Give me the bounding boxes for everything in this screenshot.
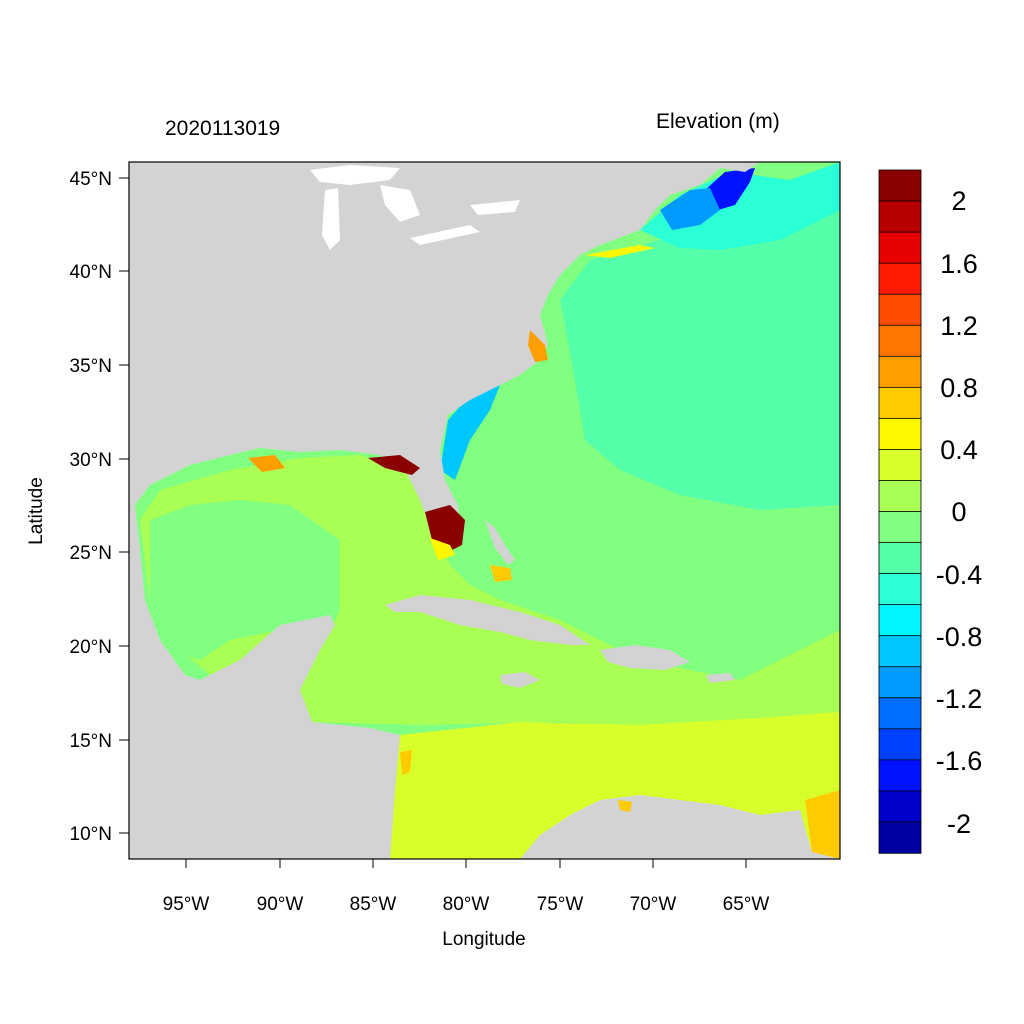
- lon-tick-label-4: 75°W: [537, 894, 584, 915]
- map-frame: [128, 161, 841, 860]
- colorbar-swatch-9: [878, 449, 922, 482]
- colorbar-swatch-3: [878, 262, 922, 295]
- colorbar-label-2: 1.2: [940, 311, 978, 341]
- lat-tick-label-3: 30°N: [70, 450, 112, 471]
- longitude-axis: 95°W 90°W 85°W 80°W 75°W 70°W 65°W: [163, 859, 770, 915]
- southeast-coast-zone: [440, 385, 500, 480]
- colorbar-swatch-8: [878, 417, 922, 451]
- colorbar-swatch-1: [878, 200, 922, 233]
- colorbar-labels: 2 1.6 1.2 0.8 0.4 0 -0.4 -0.8 -1.2 -1.6 …: [936, 186, 983, 839]
- cuba-land: [385, 595, 590, 645]
- colorbar-swatch-16: [878, 666, 922, 699]
- colorbar-label-8: -1.2: [936, 684, 983, 714]
- colorbar-swatch-12: [878, 542, 922, 575]
- colorbar-label-0: 2: [951, 186, 966, 216]
- bay-of-fundy-zone: [705, 168, 755, 210]
- colorbar-label-4: 0.4: [940, 435, 978, 465]
- lon-tick-label-0: 95°W: [163, 894, 210, 915]
- colorbar-swatch-14: [878, 604, 922, 637]
- lat-tick-label-0: 45°N: [70, 169, 112, 190]
- jamaica-land: [500, 672, 540, 688]
- lon-tick-label-5: 70°W: [630, 894, 677, 915]
- lon-tick-label-3: 80°W: [443, 894, 490, 915]
- south-america-land: [520, 795, 840, 859]
- x-axis-title: Longitude: [442, 929, 525, 950]
- colorbar-label-7: -0.8: [936, 622, 983, 652]
- lon-tick-label-1: 90°W: [257, 894, 304, 915]
- colorbar-swatch-4: [878, 293, 922, 326]
- lake-huron: [380, 185, 420, 222]
- lake-michigan: [322, 188, 340, 250]
- long-island-surge: [585, 245, 655, 258]
- lat-tick-label-1: 40°N: [70, 262, 112, 283]
- colorbar-swatch-10: [878, 480, 922, 513]
- colorbar-label-3: 0.8: [940, 373, 978, 403]
- puerto-rico-land: [706, 673, 735, 683]
- colorbar-swatch-21: [878, 821, 922, 854]
- colorbar-swatch-19: [878, 759, 922, 792]
- variable-title: Elevation (m): [656, 110, 780, 133]
- venezuela-coast-zone: [805, 790, 840, 859]
- colorbar-swatch-20: [878, 790, 922, 823]
- hispaniola-land: [600, 645, 690, 670]
- colorbar-label-9: -1.6: [936, 746, 983, 776]
- maine-shelf-zone: [660, 188, 720, 230]
- lake-erie: [410, 225, 480, 245]
- colorbar-swatch-11: [878, 511, 922, 544]
- gulf-of-maine-zone: [640, 162, 840, 250]
- big-bend-surge: [368, 455, 420, 475]
- colorbar-swatch-5: [878, 324, 922, 357]
- lon-tick-label-2: 85°W: [350, 894, 397, 915]
- colorbar-label-6: -0.4: [936, 560, 983, 590]
- colorbar-swatch-7: [878, 386, 922, 420]
- lat-tick-label-2: 35°N: [70, 356, 112, 377]
- colorbar-swatch-18: [878, 728, 922, 761]
- lat-tick-label-7: 10°N: [70, 824, 112, 845]
- colorbar-swatch-17: [878, 697, 922, 730]
- lake-superior: [310, 165, 400, 185]
- colombia-coast-surge: [618, 800, 632, 812]
- colorbar: [878, 169, 922, 854]
- colorbar-swatch-2: [878, 231, 922, 264]
- date-title: 2020113019: [165, 117, 280, 140]
- honduras-coast-surge: [400, 750, 412, 775]
- latitude-axis: 45°N 40°N 35°N 30°N 25°N 20°N 15°N 10°N: [70, 169, 129, 845]
- map-panel: [129, 162, 840, 859]
- bahamas-bank-surge: [490, 565, 512, 582]
- southwest-florida-surge: [430, 538, 455, 560]
- louisiana-surge: [248, 455, 285, 472]
- colorbar-label-1: 1.6: [940, 249, 978, 279]
- lat-tick-label-5: 20°N: [70, 637, 112, 658]
- western-gulf-zone: [150, 500, 340, 660]
- lat-tick-label-6: 15°N: [70, 731, 112, 752]
- bahamas-land: [485, 520, 515, 565]
- lon-tick-label-6: 65°W: [723, 894, 770, 915]
- colorbar-swatch-13: [878, 573, 922, 606]
- atlantic-low-zone: [560, 200, 840, 510]
- colorbar-label-5: 0: [951, 497, 966, 527]
- lat-tick-label-4: 25°N: [70, 543, 112, 564]
- y-axis-title: Latitude: [26, 477, 47, 545]
- chesapeake-surge: [528, 330, 548, 362]
- colorbar-swatch-15: [878, 635, 922, 668]
- colorbar-label-10: -2: [947, 809, 971, 839]
- great-lakes: [310, 165, 520, 250]
- lake-ontario: [470, 200, 520, 215]
- colorbar-swatch-6: [878, 355, 922, 389]
- colorbar-swatch-0: [878, 169, 922, 202]
